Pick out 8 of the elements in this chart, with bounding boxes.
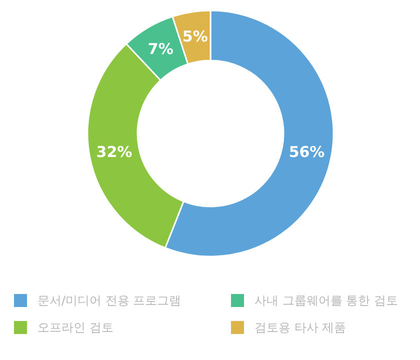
data-label: 56% [288, 142, 325, 161]
data-label: 7% [148, 40, 174, 58]
legend-label: 문서/미디어 전용 프로그램 [38, 294, 182, 308]
legend-label: 사내 그룹웨어를 통한 검토 [254, 294, 398, 308]
legend-label: 검토용 타사 제품 [254, 320, 346, 334]
data-label: 32% [96, 142, 132, 161]
data-label: 5% [182, 28, 208, 46]
legend-label: 오프라인 검토 [38, 320, 114, 334]
